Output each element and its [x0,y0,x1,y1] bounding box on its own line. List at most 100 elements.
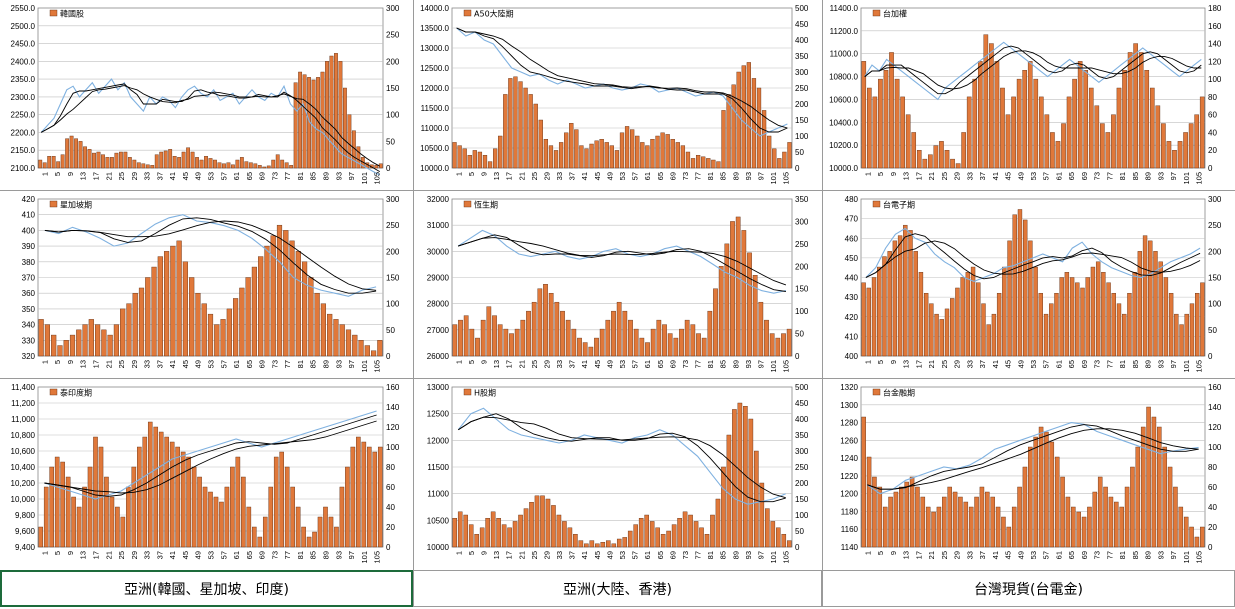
bar [126,486,131,548]
bar [96,151,101,169]
bar [154,154,159,169]
bar [1094,105,1100,169]
bar [1183,132,1188,169]
bar [666,530,671,548]
bar [1195,292,1200,357]
bar [306,536,312,548]
price-line [456,27,788,137]
left-tick-label: 380 [22,258,36,267]
right-tick-label: 0 [386,164,391,173]
legend-swatch [49,388,58,396]
bar [1044,114,1050,169]
x-tick-label: 29 [953,172,962,180]
x-tick-label: 89 [731,172,740,180]
right-tick-label: 300 [795,217,809,226]
x-tick-label: 61 [232,172,241,180]
bar [501,524,507,548]
x-tick-label: 45 [181,172,190,180]
bar [952,491,958,548]
bar [867,87,872,169]
chart-panel-4: 420 410 400 390 380 370 360 350 340 330 320 300 250 2… [0,191,413,378]
bar [182,261,188,357]
bar [900,96,905,169]
bar [888,496,893,548]
bar [1127,52,1133,169]
right-tick-label: 50 [386,137,395,146]
right-tick-label: 300 [795,447,809,456]
bar [43,486,49,548]
bar [1155,105,1161,169]
bar [1189,303,1195,357]
bar [588,346,594,357]
bar [493,148,498,169]
chart-panel-9: 1320 1300 1280 1260 1240 1220 1200 1180 1160 1140… [823,379,1235,569]
left-tick-label: 450 [845,254,859,263]
bar [320,71,325,169]
right-tick-label: 100 [795,511,809,520]
chart-panel-3: 11400.0 11200.0 11000.0 10800.0 10600.0 10400… [823,0,1235,190]
x-tick-label: 37 [568,172,577,180]
bar [693,521,699,548]
bar [887,251,892,357]
bar [913,251,918,357]
bar [503,94,508,169]
bar [1038,292,1043,357]
bar [350,446,356,548]
bar [219,501,224,548]
x-tick-label: 17 [92,360,101,368]
bar [47,156,52,169]
bar [1149,87,1155,169]
x-tick-label: 17 [92,551,101,559]
x-tick-label: 9 [66,360,75,364]
bar [861,61,867,169]
bar [462,148,467,169]
footer-label-taiwan-spot[interactable]: 台灣現貨(台電金) [822,570,1235,607]
bar [904,481,909,548]
bar [220,319,226,357]
column-divider [413,0,414,570]
legend-swatch [463,9,472,17]
bar [619,132,625,169]
legend-label: 星加坡期 [60,200,92,210]
x-tick-label: 93 [744,172,753,180]
bar [452,324,458,357]
footer-label-asia-kr-sg-in[interactable]: 亞洲(韓國、星加坡、印度) [0,570,413,607]
bar [364,345,370,357]
legend-swatch [872,200,881,208]
bar [503,328,509,357]
bar [529,501,534,548]
left-tick-label: 420 [22,195,36,204]
x-tick-label: 57 [219,172,228,180]
bar [1122,70,1127,169]
footer-label-asia-cn-hk[interactable]: 亞洲(大陸、香港) [413,570,822,607]
bar [543,284,548,357]
right-tick-label: 140 [386,403,400,412]
bar [475,337,480,357]
bar [955,163,961,169]
bar [1081,516,1087,548]
bar [150,165,155,169]
x-tick-label: 85 [719,551,728,559]
bar [922,158,928,169]
bar [908,230,913,357]
bar [905,114,911,169]
right-tick-label: 20 [1208,523,1217,532]
x-tick-label: 61 [1054,360,1063,368]
bar [866,287,871,357]
bar [991,313,997,357]
ma-line-short [457,234,786,292]
left-tick-label: 2100.0 [11,164,36,173]
bar [164,251,170,357]
bar [1066,96,1072,169]
right-tick-label: 50 [795,148,804,157]
right-tick-label: 160 [1208,22,1222,31]
left-tick-label: 10400.0 [829,118,858,127]
x-tick-label: 5 [876,551,885,555]
x-tick-label: 57 [631,551,640,559]
left-tick-label: 330 [22,336,36,345]
left-tick-label: 10,200 [11,479,36,488]
bar [239,157,244,169]
x-tick-label: 5 [53,551,62,555]
right-tick-label: 60 [1208,483,1217,492]
bar [298,71,303,169]
